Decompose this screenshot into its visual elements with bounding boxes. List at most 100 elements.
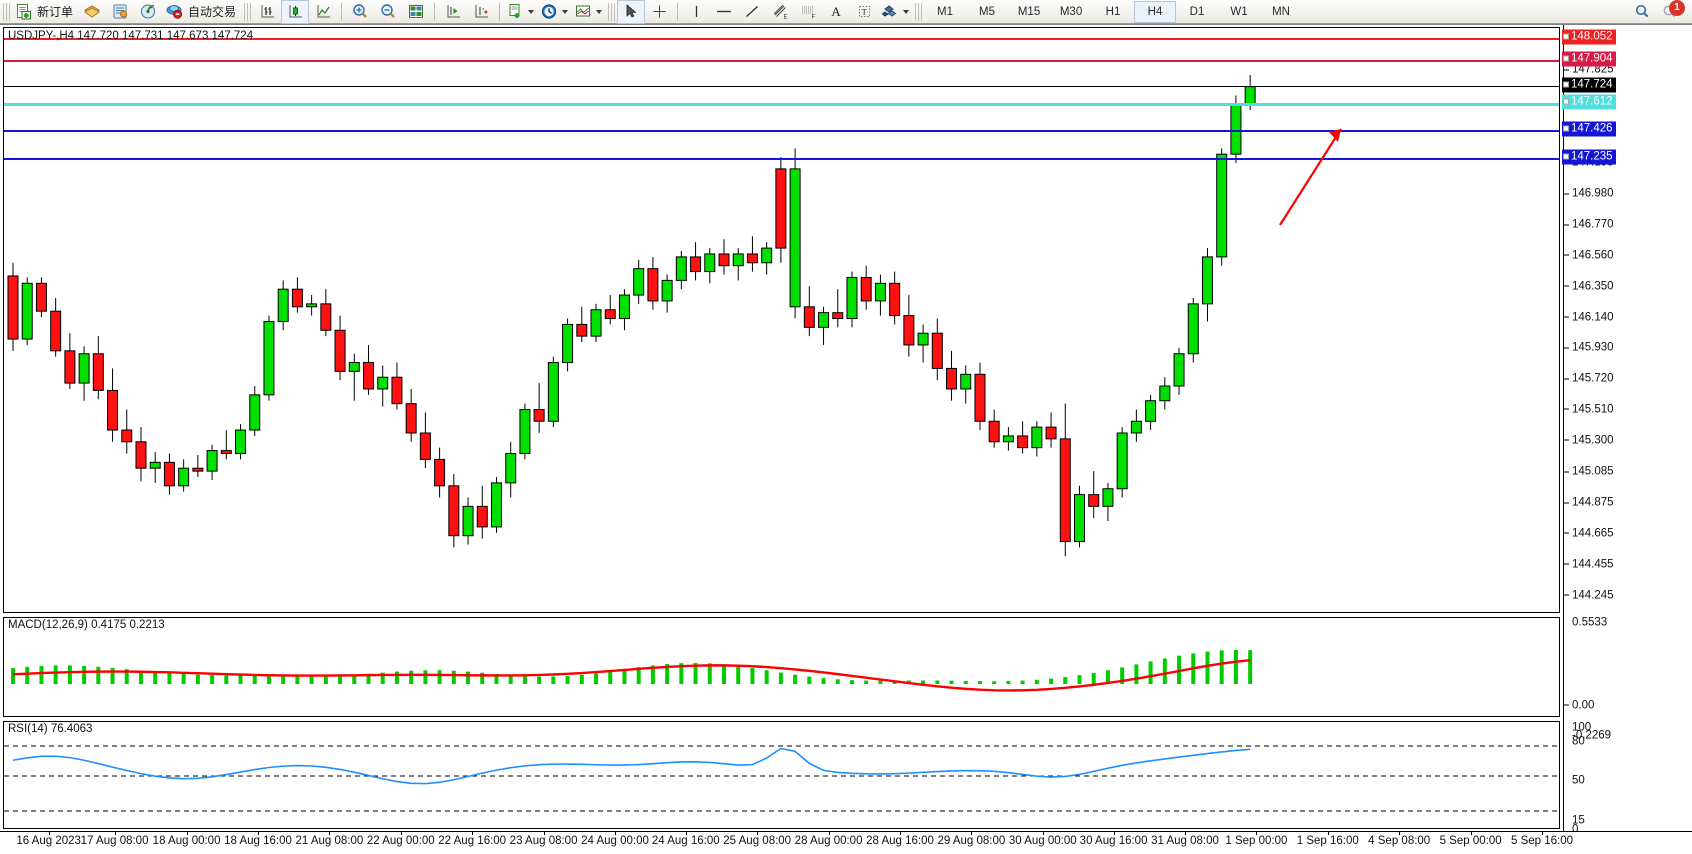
current-price-black[interactable] <box>4 86 1559 88</box>
time-tick: 18 Aug 00:00 <box>152 835 221 847</box>
timeframe-m1[interactable]: M1 <box>937 5 954 18</box>
time-tick: 25 Aug 08:00 <box>723 835 792 847</box>
navigator-button[interactable] <box>134 0 162 24</box>
period-button[interactable] <box>537 0 571 24</box>
price-tick: 145.720 <box>1564 373 1614 385</box>
time-axis[interactable]: 16 Aug 2023 17 Aug 08:00 18 Aug 00:00 18 Au… <box>0 831 1692 854</box>
support-blue-1[interactable] <box>4 129 1559 132</box>
market-watch-button[interactable] <box>106 0 134 24</box>
price-label-current-price-black[interactable]: 147.724 <box>1562 77 1616 93</box>
macd-tick: 0.5533 <box>1572 616 1608 629</box>
price-axis[interactable]: 147.825147.195146.980146.770146.560146.3… <box>1562 25 1692 835</box>
autotrading-button[interactable]: 自动交易 <box>162 0 241 24</box>
macd-label: MACD(12,26,9) 0.4175 0.2213 <box>8 619 165 631</box>
search-icon <box>1635 4 1649 18</box>
price-tick: 144.665 <box>1564 528 1614 539</box>
objects-icon <box>881 5 897 17</box>
price-tick: 145.510 <box>1564 404 1614 415</box>
indicators-dropdown-arrow[interactable] <box>528 9 535 14</box>
data-window-button[interactable] <box>402 0 430 24</box>
chart-header-label: USDJPY-,H4 147.720 147.731 147.673 147.7… <box>8 30 254 42</box>
time-notch <box>1399 832 1401 835</box>
period-dropdown-arrow[interactable] <box>562 9 569 14</box>
cursor-button[interactable] <box>617 0 646 24</box>
price-tick: 145.300 <box>1564 435 1614 446</box>
rsi-pane[interactable]: RSI(14) 76.4063 <box>3 721 1560 829</box>
timeframe-h4[interactable]: H4 <box>1134 0 1177 23</box>
rsi-tick: 50 <box>1572 774 1585 787</box>
toolbar-separator-3 <box>499 2 501 21</box>
profiles-button[interactable] <box>78 0 106 24</box>
price-label-support-blue-2[interactable]: 147.235 <box>1562 149 1616 165</box>
price-tick: 145.085 <box>1564 466 1614 478</box>
fibonacci-button[interactable]: F <box>794 0 822 24</box>
zoom-in-button[interactable] <box>346 0 374 24</box>
time-tick: 31 Aug 08:00 <box>1151 835 1219 847</box>
time-tick: 1 Sep 16:00 <box>1296 835 1359 847</box>
svg-text:T: T <box>861 7 867 17</box>
price-tick: 147.825 <box>1564 64 1614 76</box>
resistance-red-2[interactable] <box>4 59 1559 62</box>
time-tick: 17 Aug 08:00 <box>80 835 149 847</box>
zoom-out-button[interactable] <box>374 0 402 24</box>
toolbar-separator-4 <box>677 2 679 21</box>
search-button[interactable] <box>1628 0 1656 24</box>
price-label-support-cyan[interactable]: 147.612 <box>1562 94 1616 110</box>
timeframe-h1[interactable]: H1 <box>1105 5 1121 18</box>
new-order-icon <box>17 4 31 20</box>
time-notch <box>1327 832 1329 835</box>
profiles-icon <box>84 5 100 18</box>
time-notch <box>543 832 545 835</box>
time-tick: 30 Aug 16:00 <box>1079 835 1148 847</box>
toolbar-grip-3[interactable] <box>608 2 616 21</box>
support-blue-2[interactable] <box>4 157 1559 160</box>
price-label-resistance-red-1[interactable]: 148.052 <box>1562 29 1616 45</box>
auto-scroll-button[interactable] <box>467 0 495 24</box>
candlestick-chart-button[interactable] <box>281 0 310 24</box>
timeframe-m30[interactable]: M30 <box>1059 5 1083 18</box>
line-chart-button[interactable] <box>309 0 337 24</box>
crosshair-button[interactable] <box>645 0 673 24</box>
support-cyan[interactable] <box>4 102 1559 106</box>
timeframe-m5[interactable]: M5 <box>979 5 996 18</box>
macd-pane[interactable]: MACD(12,26,9) 0.4175 0.2213 <box>3 617 1560 717</box>
trendline-button[interactable] <box>738 0 766 24</box>
price-tick: 144.875 <box>1564 497 1614 509</box>
toolbar-grip-4[interactable] <box>915 2 923 21</box>
time-notch <box>400 832 402 835</box>
alerts-button[interactable]: 1 <box>1656 0 1685 24</box>
price-pane[interactable]: USDJPY-,H4 147.720 147.731 147.673 147.7… <box>3 27 1560 613</box>
timeframe-m15[interactable]: M15 <box>1017 5 1041 18</box>
vertical-line-button[interactable] <box>682 0 710 24</box>
resistance-red-1[interactable] <box>4 37 1559 40</box>
chart-area[interactable]: USDJPY-,H4 147.720 147.731 147.673 147.7… <box>0 24 1692 854</box>
objects-button[interactable] <box>878 0 912 24</box>
timeframe-mn[interactable]: MN <box>1272 5 1290 18</box>
templates-button[interactable] <box>571 0 605 24</box>
price-label-resistance-red-2[interactable]: 147.904 <box>1562 51 1616 67</box>
toolbar-grip-2[interactable] <box>244 2 252 21</box>
toolbar-grip[interactable] <box>3 2 10 21</box>
bar-chart-button[interactable] <box>253 0 281 24</box>
time-tick: 22 Aug 16:00 <box>438 835 507 847</box>
timeframe-d1[interactable]: D1 <box>1189 5 1205 18</box>
time-tick: 23 Aug 08:00 <box>509 835 578 847</box>
new-order-button[interactable]: 新订单 <box>12 0 78 24</box>
price-label-support-blue-1[interactable]: 147.426 <box>1562 121 1616 137</box>
indicators-button[interactable] <box>504 0 537 24</box>
price-tick: 145.930 <box>1564 342 1614 354</box>
templates-dropdown-arrow[interactable] <box>596 9 603 14</box>
plot-wrapper: USDJPY-,H4 147.720 147.731 147.673 147.7… <box>0 25 1563 831</box>
rsi-tick: 0 <box>1572 823 1579 836</box>
text-label-button[interactable]: T <box>850 0 878 24</box>
objects-dropdown-arrow[interactable] <box>903 9 910 14</box>
text-button[interactable]: A <box>822 0 850 24</box>
price-tick: 146.560 <box>1564 250 1614 261</box>
time-notch <box>971 832 973 835</box>
chart-shift-button[interactable] <box>439 0 467 24</box>
equidistant-channel-button[interactable]: E <box>766 0 794 24</box>
time-tick: 1 Sep 00:00 <box>1225 835 1288 847</box>
horizontal-line-button[interactable] <box>710 0 738 24</box>
timeframe-w1[interactable]: W1 <box>1230 5 1248 18</box>
macd-tick: 0.00 <box>1564 700 1594 712</box>
